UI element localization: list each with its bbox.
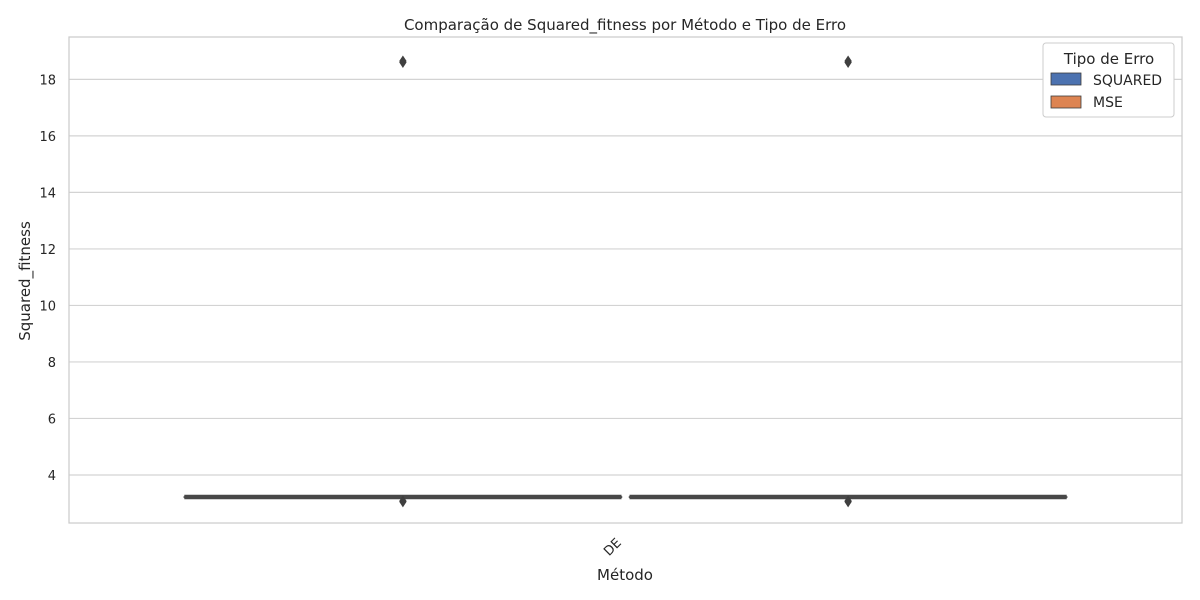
- y-tick-label: 18: [39, 73, 56, 88]
- chart-title: Comparação de Squared_fitness por Método…: [404, 16, 846, 35]
- legend-label-squared: SQUARED: [1093, 73, 1162, 89]
- y-tick-label: 8: [48, 356, 56, 371]
- outlier-point: [844, 495, 852, 507]
- outlier-point: [844, 55, 852, 67]
- legend-swatch-squared: [1050, 72, 1082, 86]
- y-tick-label: 6: [48, 412, 56, 427]
- x-axis-title: Método: [597, 566, 653, 584]
- y-tick-label: 14: [39, 186, 56, 201]
- y-tick-labels: 4 6 8 10 12 14 16 18: [39, 73, 56, 484]
- legend-title: Tipo de Erro: [1063, 50, 1154, 68]
- y-axis-title: Squared_fitness: [16, 221, 35, 341]
- legend-swatch-mse: [1050, 95, 1082, 109]
- outlier-point: [399, 55, 407, 67]
- outlier-point: [399, 495, 407, 507]
- plot-area-frame: [68, 36, 1183, 524]
- y-tick-label: 16: [39, 130, 56, 145]
- y-tick-label: 10: [39, 299, 56, 314]
- grid-layer: [69, 78, 1182, 476]
- box-layer: [183, 55, 1068, 508]
- legend-label-mse: MSE: [1093, 95, 1123, 111]
- legend: Tipo de Erro SQUARED MSE: [1042, 42, 1175, 118]
- y-tick-label: 4: [48, 469, 56, 484]
- y-tick-label: 12: [39, 243, 56, 258]
